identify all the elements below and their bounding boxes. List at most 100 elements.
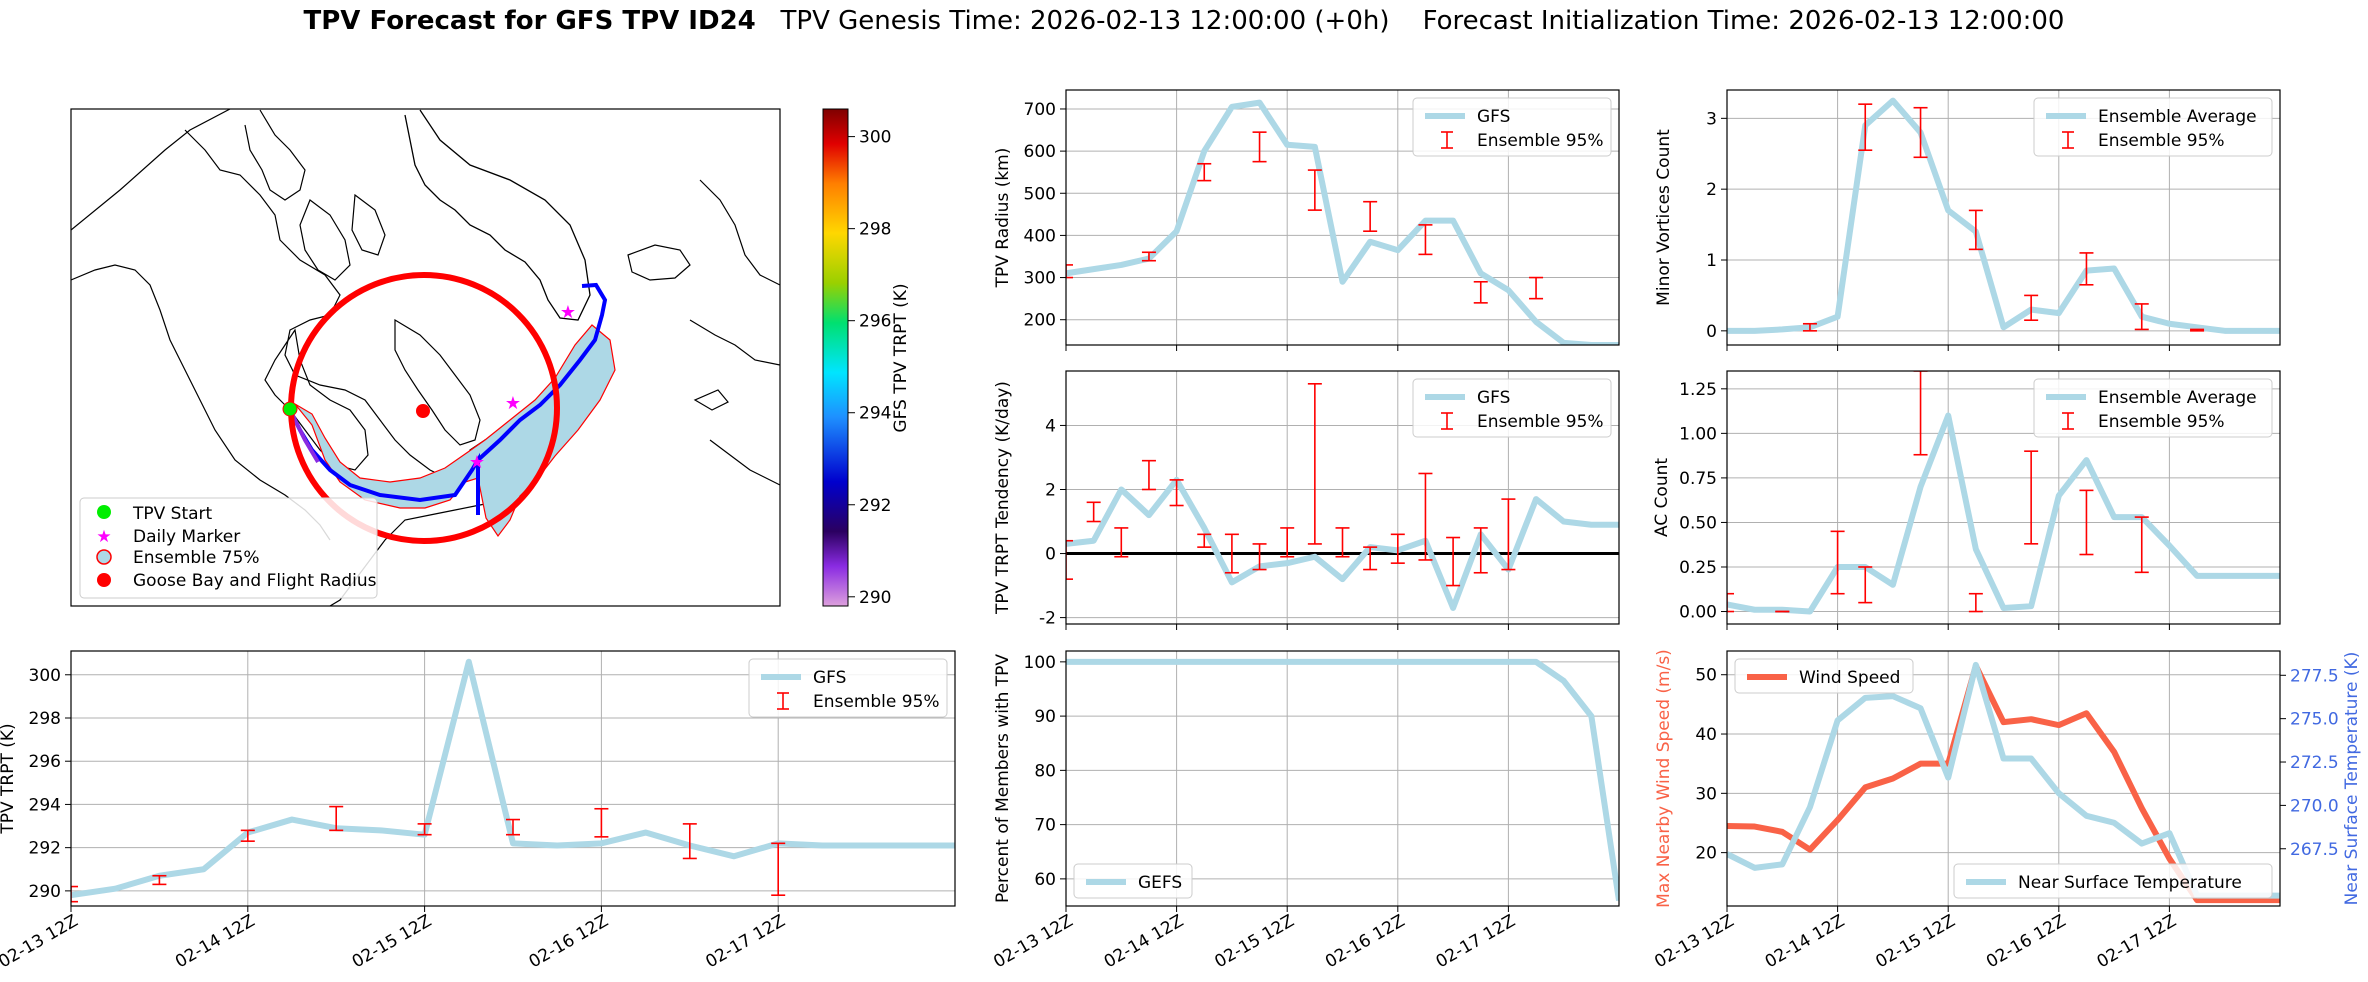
- panel-trpt: 02-13 12Z 02-14 12Z 02-15 12Z 02-16 12Z 02-1…: [0, 650, 956, 972]
- legend-label: Wind Speed: [1799, 668, 1900, 688]
- legend-box: [1734, 658, 1914, 694]
- errorbar: [1169, 479, 1184, 507]
- legend-box: [1412, 378, 1612, 438]
- errorbar: [1858, 103, 1873, 152]
- y-tick-label: 0.75: [1679, 469, 1717, 489]
- legend-label: GFS: [1477, 388, 1510, 408]
- panel-frame: [1726, 650, 2281, 907]
- errorbar: [1335, 527, 1350, 558]
- errorbar: [1913, 371, 1928, 456]
- coastline-labrador: [394, 318, 481, 446]
- y-tick-label: 300: [29, 666, 61, 686]
- errorbar: [1968, 592, 1983, 613]
- x-tick-label: 02-13 12Z: [990, 911, 1076, 972]
- errorbar: [2024, 450, 2039, 545]
- panel-wind: 02-13 12Z 02-14 12Z 02-15 12Z 02-16 12Z 02-1…: [1651, 649, 2362, 972]
- errorbar: [1858, 566, 1873, 604]
- series-line-gfs: [1066, 476, 1619, 611]
- legend-ensemble-75-label: Ensemble 75%: [133, 548, 260, 568]
- y2-tick-label: 270.0: [2290, 796, 2339, 816]
- y-tick-label: 290: [29, 882, 61, 902]
- legend-daily-marker-label: Daily Marker: [133, 527, 240, 547]
- y-tick-label: -2: [1039, 609, 1056, 629]
- colorbar-tick-label: 296: [859, 312, 891, 332]
- x-tick-label: 02-16 12Z: [1983, 911, 2069, 972]
- errorbar: [1418, 224, 1433, 256]
- series-line-ensemble-average: [1727, 412, 2280, 615]
- legend-label: Ensemble Average: [2098, 388, 2257, 408]
- x-tick-label: 02-16 12Z: [526, 911, 612, 972]
- errorbar: [71, 885, 78, 903]
- series-line-ensemble-average: [1727, 97, 2280, 334]
- panel-frame: [70, 650, 956, 907]
- border-canada-alaska: [71, 109, 231, 231]
- y-tick-label: 4: [1045, 416, 1056, 436]
- x-tick-label: 02-15 12Z: [349, 911, 435, 972]
- legend-box: [1073, 863, 1193, 899]
- legend: GFS Ensemble 95%: [748, 658, 948, 718]
- y-tick-label: 60: [1034, 870, 1056, 890]
- errorbar: [2134, 516, 2149, 574]
- coastline-europe: [689, 179, 780, 486]
- legend: GFS Ensemble 95%: [1412, 97, 1612, 157]
- y-tick-label: 0: [1045, 545, 1056, 565]
- errorbar: [1446, 536, 1461, 587]
- y-tick-label: 30: [1695, 784, 1717, 804]
- legend: Ensemble Average Ensemble 95%: [2033, 97, 2273, 157]
- legend-label: Ensemble 95%: [1477, 131, 1604, 151]
- y-tick-label: 1: [1706, 251, 1717, 271]
- map-panel: ★ ★ ★ TPV Start ★ Daily Marker Ensemble …: [70, 108, 911, 608]
- errorbar: [1141, 251, 1156, 262]
- errorbar: [1197, 533, 1212, 548]
- series-line-near-surface-temperature: [1727, 661, 2280, 899]
- ylabel: AC Count: [1652, 458, 1672, 537]
- y-tick-label: 298: [29, 709, 61, 729]
- x-tick-label: 02-14 12Z: [1101, 911, 1187, 972]
- errorbar: [1529, 276, 1544, 300]
- panel-radius: 200 300 400 500 600 700 TPV Radius (km) GFS Ense…: [993, 89, 1620, 351]
- legend-goose-bay-label: Goose Bay and Flight Radius: [133, 571, 377, 591]
- y-tick-label: 0.50: [1679, 513, 1717, 533]
- errorbar: [2079, 252, 2094, 286]
- errorbar: [152, 874, 167, 886]
- legend-box: [1412, 97, 1612, 157]
- daily-marker: ★: [505, 393, 521, 414]
- x-tick-label: 02-13 12Z: [1651, 911, 1737, 972]
- x-tick-label: 02-14 12Z: [172, 911, 258, 972]
- figure-title-genesis: TPV Genesis Time: 2026-02-13 12:00:00 (+…: [780, 6, 1390, 36]
- y-tick-label: 50: [1695, 666, 1717, 686]
- errorbar: [1727, 592, 1734, 613]
- figure-title-bold: TPV Forecast for GFS TPV ID24: [303, 6, 756, 36]
- legend-box: [1953, 863, 2273, 899]
- y-tick-label: 296: [29, 752, 61, 772]
- legend-label: Ensemble 95%: [1477, 412, 1604, 432]
- y-tick-label: 2: [1706, 180, 1717, 200]
- legend-label: GFS: [813, 668, 846, 688]
- daily-marker: ★: [469, 452, 485, 473]
- coastline-iceland: [627, 244, 691, 281]
- y2label: Near Surface Temperature (K): [2342, 652, 2362, 906]
- errorbar: [1802, 322, 1817, 332]
- map-legend: TPV Start ★ Daily Marker Ensemble 75% Go…: [79, 497, 378, 599]
- errorbar: [1390, 533, 1405, 564]
- legend-ensemble-75-icon: [96, 549, 112, 565]
- x-tick-label: 02-16 12Z: [1322, 911, 1408, 972]
- y-tick-label: 80: [1034, 761, 1056, 781]
- x-tick-label: 02-15 12Z: [1872, 911, 1958, 972]
- errorbar: [2134, 303, 2149, 331]
- colorbar-tick-label: 292: [859, 496, 891, 516]
- legend-label: Ensemble 95%: [2098, 131, 2225, 151]
- errorbar: [2190, 328, 2205, 332]
- ylabel: TPV Radius (km): [993, 148, 1013, 289]
- panel-tendency: -2 0 2 4 TPV TRPT Tendency (K/day) GFS Ensembl…: [993, 370, 1620, 630]
- legend-label: Ensemble 95%: [2098, 412, 2225, 432]
- y-tick-label: 20: [1695, 844, 1717, 864]
- errorbar: [2079, 489, 2094, 556]
- panel-frame: [1065, 89, 1620, 346]
- y2-tick-label: 277.5: [2290, 666, 2339, 686]
- errorbar: [1280, 527, 1295, 558]
- x-tick-label: 02-17 12Z: [1433, 911, 1519, 972]
- x-tick-label: 02-13 12Z: [0, 911, 82, 972]
- errorbar: [1363, 546, 1378, 571]
